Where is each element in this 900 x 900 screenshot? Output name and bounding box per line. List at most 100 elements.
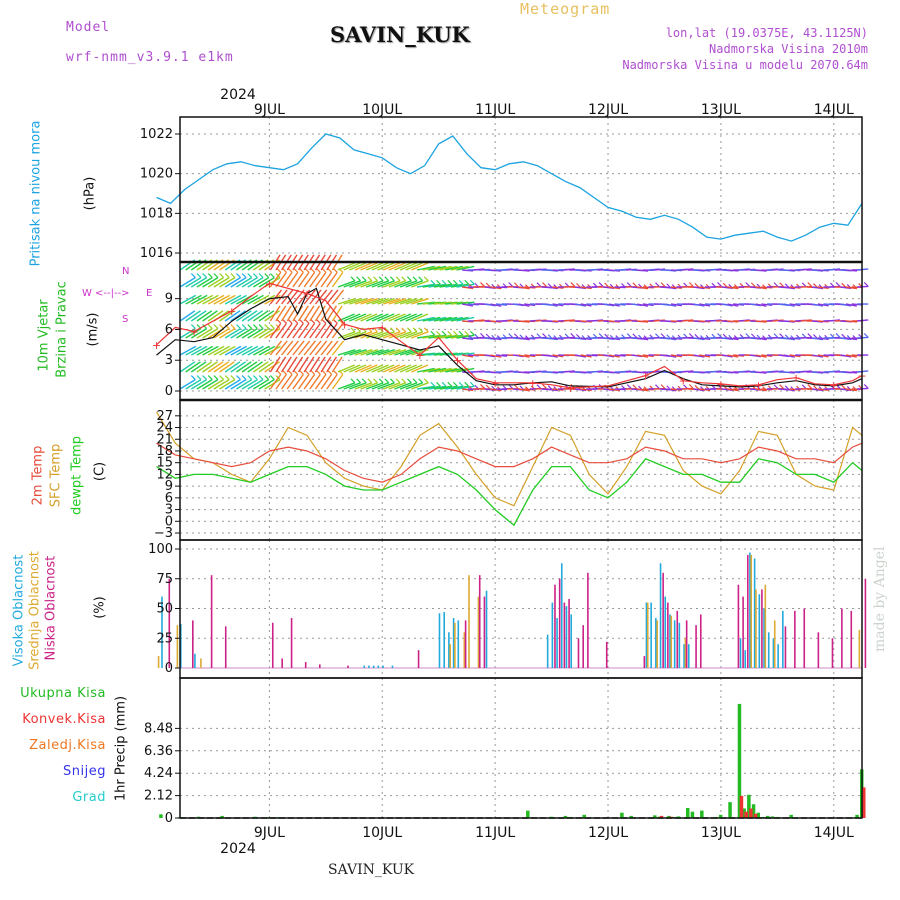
wind-barb (360, 364, 378, 373)
wind-barb (297, 289, 311, 305)
wind-barb (349, 349, 367, 356)
cloud-bar (782, 610, 784, 668)
wind-barb (405, 298, 424, 305)
wind-barb (366, 298, 384, 305)
wind-barb (247, 345, 264, 356)
cloud-bar (281, 658, 283, 668)
wind-barb (337, 331, 356, 339)
wind-barb (236, 310, 252, 322)
wind-barb-tip (264, 375, 270, 381)
wind-barb (422, 283, 441, 288)
wind-barb (535, 370, 547, 373)
day-label-top: 10JUL (362, 102, 402, 118)
wind-barb-tip (464, 330, 470, 336)
wind-barb (349, 313, 367, 322)
wind-barb (772, 319, 784, 322)
wind-barb (817, 337, 829, 341)
wind-barb-tip (841, 384, 847, 390)
wind-barb (817, 388, 829, 392)
wind-barb (625, 319, 637, 322)
wind-barb-tip (258, 273, 264, 279)
y-tick-label: 27 (156, 409, 173, 424)
wind-barb (253, 345, 270, 356)
wind-barb (552, 337, 564, 340)
cloud-bar (551, 602, 554, 668)
wind-barb (382, 313, 401, 322)
precip-bar (690, 811, 695, 818)
wind-barb (207, 361, 224, 373)
wind-barb (343, 331, 361, 339)
wind-barb (303, 305, 315, 322)
wind-barb (812, 303, 824, 307)
wind-barb-tip (384, 276, 390, 282)
wind-barb (275, 373, 287, 390)
wind-barb (574, 286, 587, 290)
y-tick-label: 1018 (140, 206, 173, 221)
wind-barb (637, 337, 649, 341)
wind-barb-tip (298, 369, 304, 375)
precip-bar (742, 808, 746, 818)
wind-barb (230, 345, 247, 356)
wind-barb (297, 305, 309, 322)
cloud-bar (643, 656, 646, 668)
precip-bar (747, 794, 751, 818)
wind-barb-tip (807, 384, 813, 389)
wind-barb (224, 294, 242, 305)
wind-barb (207, 294, 225, 305)
wind-barb (247, 294, 264, 305)
pressure-line (156, 133, 863, 242)
wind-barb (755, 354, 767, 358)
wind-barb (360, 349, 379, 356)
wind-barb (286, 289, 299, 305)
y-tick-label: 1022 (140, 127, 173, 142)
wind-barb (219, 378, 236, 390)
sfc-temp-line (155, 411, 863, 507)
wind-barb-tip (321, 318, 327, 324)
cloud-bar (645, 602, 648, 668)
y-tick-label: 12 (156, 467, 173, 482)
wind-barb (603, 354, 615, 358)
cloud-bar (858, 629, 861, 668)
compass-s: S (122, 314, 129, 325)
wind-barb (371, 313, 389, 322)
wind-barb (275, 322, 287, 339)
wind-barb-tip (190, 324, 196, 330)
wind-barb (314, 340, 328, 356)
cloud-bar (180, 623, 182, 668)
year-top: 2024 (220, 87, 256, 103)
cloud-bar (803, 608, 806, 668)
wind-barb-tip (418, 327, 424, 333)
cloud-bar (605, 641, 608, 668)
wind-barb (563, 268, 575, 271)
day-label-bottom: 13JUL (701, 825, 741, 841)
cloud-bar (587, 572, 589, 668)
y-tick-label: 8.48 (144, 721, 173, 736)
wind-barb-tip (717, 333, 722, 338)
precip-bar (855, 814, 859, 818)
wind-barb-tip (773, 384, 779, 390)
wind-barb-tip (779, 384, 785, 390)
wind-barb-tip (453, 381, 458, 387)
wind-barb-tip (401, 327, 407, 333)
wind-barb (614, 354, 626, 357)
wind-barb-tip (224, 375, 230, 381)
wind-barb (416, 265, 435, 271)
wind-barb-tip (304, 267, 310, 273)
wind-barb (445, 283, 464, 288)
wind-barb (546, 286, 558, 290)
wind-barb (371, 364, 389, 373)
wind-barb (608, 337, 620, 341)
wind-barb-tip (604, 333, 610, 339)
wind-barb (462, 388, 474, 392)
wind-barb-tip (863, 282, 869, 287)
wind-barb (213, 294, 230, 305)
wind-barb (394, 262, 412, 271)
cloud-bar (417, 650, 420, 668)
wind-barb-tip (395, 327, 401, 333)
wind-barb (608, 354, 620, 358)
wind-barb-tip (430, 381, 436, 387)
wind-barb-tip (441, 330, 447, 336)
wind-barb (388, 364, 406, 373)
wind-barb (699, 354, 711, 358)
wind-barb (343, 349, 362, 356)
